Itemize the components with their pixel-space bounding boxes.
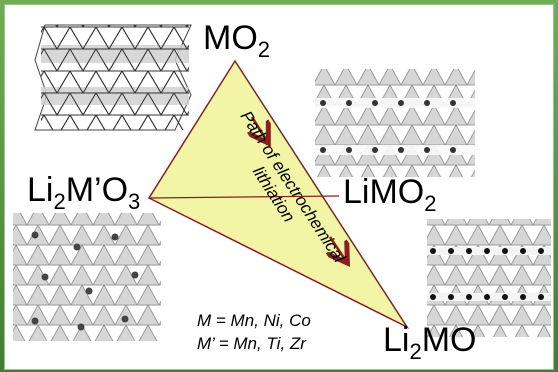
tie-line xyxy=(148,195,340,199)
arrow-upper xyxy=(252,116,267,141)
phase-diagram-svg: Path of electrochemical lithiation xyxy=(13,24,551,341)
legend-m-prime: M’ = Mn, Ti, Zr xyxy=(197,334,306,353)
diagram-panel: Path of electrochemical lithiation MO2 L… xyxy=(4,4,554,370)
lithiation-path-line xyxy=(234,60,408,328)
mo2-lattice xyxy=(34,24,192,131)
label-mo2: MO2 xyxy=(203,19,271,62)
arrow-lower xyxy=(330,236,346,261)
limo2-lattice xyxy=(315,69,475,177)
li2mo-lattice xyxy=(427,219,551,337)
legend: M = Mn, Ni, Co M’ = Mn, Ti, Zr xyxy=(197,309,311,355)
label-limo2: LiMO2 xyxy=(343,173,437,216)
label-li2mo: Li2MO xyxy=(383,321,477,364)
legend-m: M = Mn, Ni, Co xyxy=(197,311,311,330)
label-li2m-o3: Li2M’O3 xyxy=(27,171,141,214)
